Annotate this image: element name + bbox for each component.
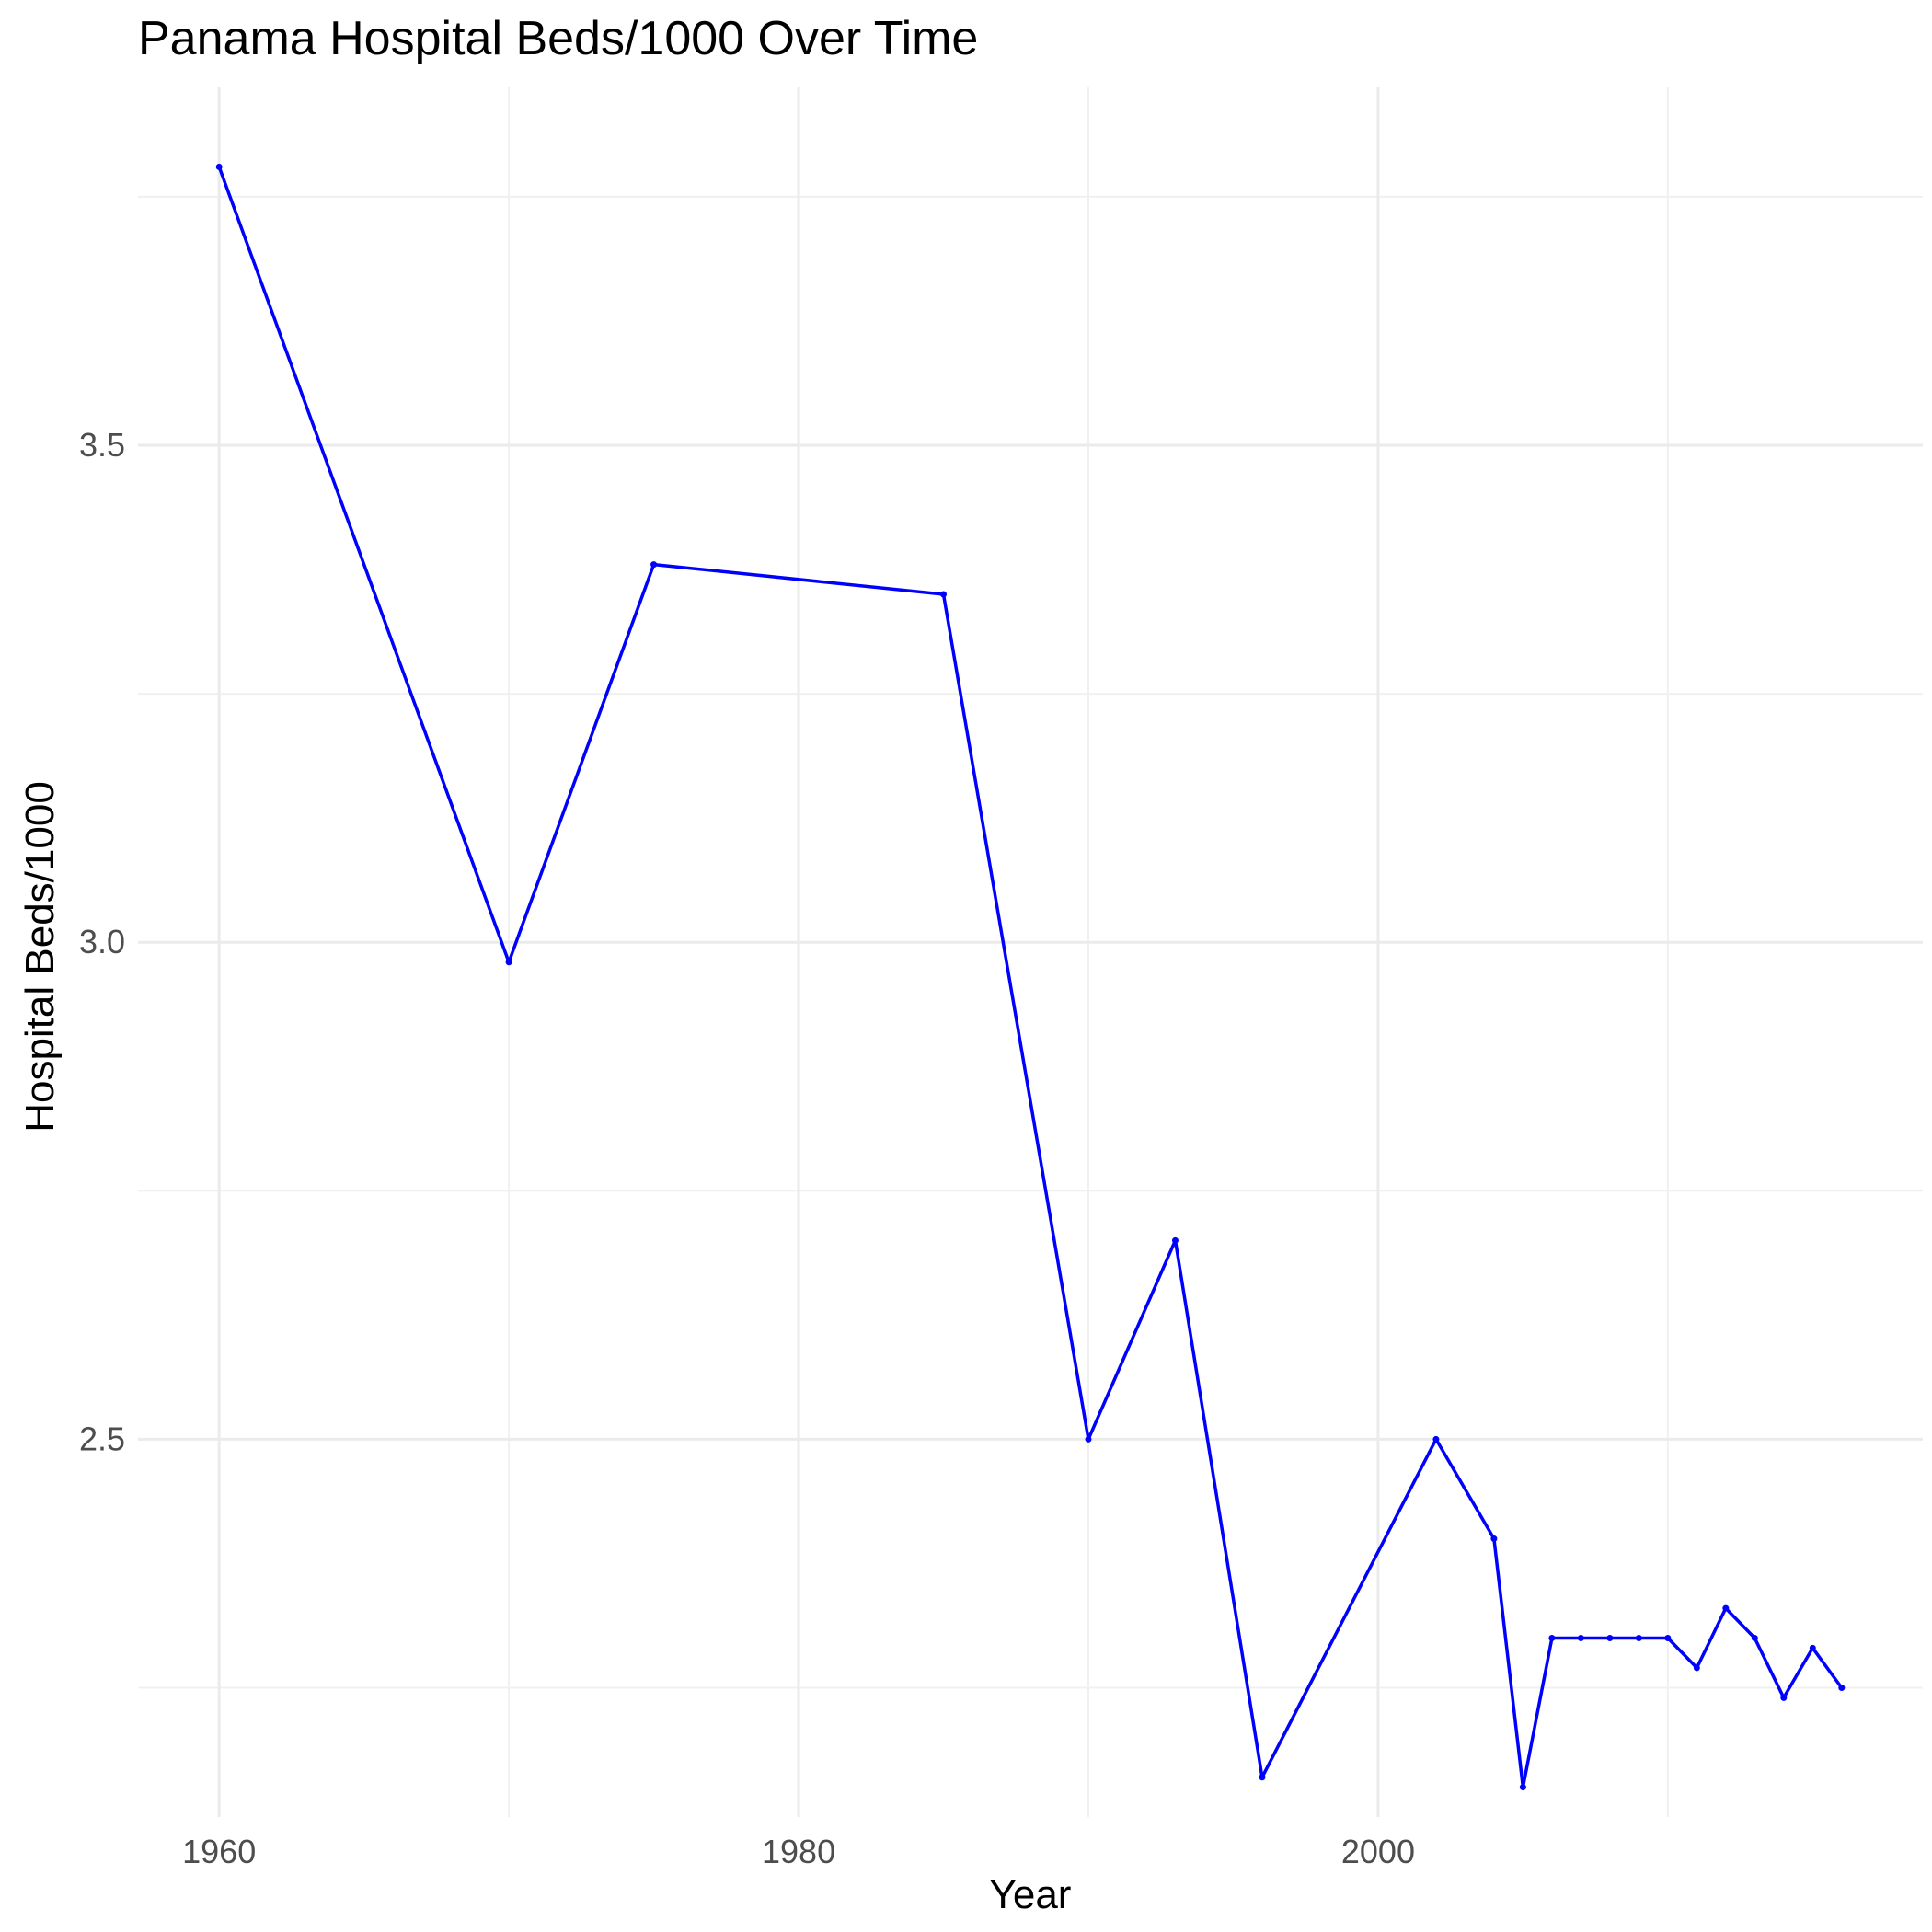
data-point xyxy=(940,591,948,598)
data-point xyxy=(1751,1635,1758,1642)
data-point xyxy=(1259,1774,1266,1781)
x-tick-label: 2000 xyxy=(1341,1833,1415,1870)
data-point xyxy=(650,561,658,569)
data-point xyxy=(215,163,223,170)
x-axis-label: Year xyxy=(989,1872,1072,1917)
data-point xyxy=(1490,1535,1498,1542)
data-point xyxy=(1577,1635,1584,1642)
chart-title: Panama Hospital Beds/1000 Over Time xyxy=(138,12,979,65)
data-point xyxy=(1548,1635,1556,1642)
data-point xyxy=(1432,1435,1440,1443)
data-point xyxy=(1780,1694,1788,1701)
data-point xyxy=(1085,1435,1092,1443)
data-point xyxy=(1722,1604,1730,1612)
x-tick-label: 1980 xyxy=(762,1833,835,1870)
y-tick-label: 3.0 xyxy=(79,923,125,960)
y-tick-label: 2.5 xyxy=(79,1420,125,1457)
data-point xyxy=(1635,1635,1642,1642)
data-point xyxy=(505,959,512,966)
data-point xyxy=(1519,1784,1526,1791)
series-line xyxy=(217,166,1844,1789)
data-point xyxy=(1838,1685,1846,1692)
y-axis-label: Hospital Beds/1000 xyxy=(17,781,63,1133)
data-point xyxy=(1693,1664,1700,1672)
x-tick-label: 1960 xyxy=(182,1833,256,1870)
data-point xyxy=(1809,1644,1816,1651)
data-point xyxy=(1664,1635,1672,1642)
data-point xyxy=(1606,1635,1614,1642)
y-tick-label: 3.5 xyxy=(79,426,125,464)
data-point xyxy=(1171,1236,1179,1244)
